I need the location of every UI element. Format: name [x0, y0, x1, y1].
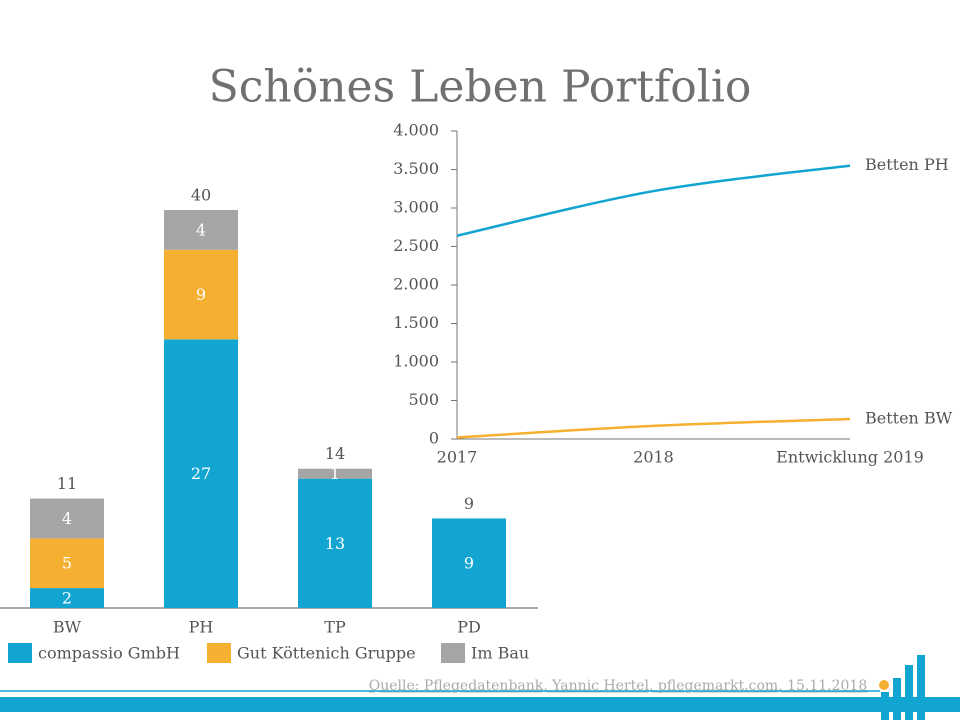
x-tick-label: PH [189, 618, 214, 637]
value-label: 9 [196, 285, 206, 304]
y-tick-label: 2.000 [393, 275, 439, 294]
value-label: 4 [196, 220, 206, 239]
bar-segment [298, 478, 372, 608]
x-tick-label: 2018 [633, 448, 674, 467]
slide-title: Schönes Leben Portfolio [209, 62, 752, 113]
value-label: 27 [191, 464, 211, 483]
value-label: 5 [62, 554, 72, 573]
legend-label: Im Bau [471, 644, 529, 663]
legend-swatch [8, 643, 32, 663]
y-tick-label: 4.000 [393, 121, 439, 140]
total-label: 9 [464, 494, 474, 513]
value-label: 9 [464, 554, 474, 573]
x-tick-label: TP [324, 618, 346, 637]
y-tick-label: 1.500 [393, 313, 439, 332]
legend-label: Gut Köttenich Gruppe [237, 644, 416, 663]
series-label: Betten PH [865, 155, 949, 174]
bar-segment [164, 339, 238, 608]
logo [879, 655, 925, 720]
y-tick-label: 2.500 [393, 236, 439, 255]
bar-segment [164, 249, 238, 340]
bar-segment [164, 210, 238, 250]
bar-segment [30, 538, 104, 589]
x-tick-label: 2017 [437, 448, 478, 467]
bar-segment [30, 588, 104, 608]
bar-segment [432, 518, 506, 608]
bar-segment [298, 468, 372, 479]
line [456, 417, 851, 439]
x-tick-label: Entwicklung 2019 [776, 448, 924, 467]
y-tick-label: 3.500 [393, 159, 439, 178]
legend-swatch [207, 643, 231, 663]
y-tick-label: 0 [429, 429, 439, 448]
footer-band [0, 697, 960, 712]
value-label: 4 [62, 509, 72, 528]
bar-segment [30, 498, 104, 539]
total-label: 14 [325, 444, 345, 463]
x-tick-label: PD [457, 618, 481, 637]
total-label: 11 [57, 474, 77, 493]
line [456, 164, 851, 237]
y-tick-label: 3.000 [393, 198, 439, 217]
y-tick-label: 1.000 [393, 352, 439, 371]
legend-label: compassio GmbH [38, 644, 180, 663]
x-tick-label: BW [53, 618, 82, 637]
series-label: Betten BW [865, 408, 953, 427]
value-label: 2 [62, 589, 72, 608]
y-tick-label: 500 [408, 390, 439, 409]
source: Quelle: Pflegedatenbank, Yannic Hertel, … [369, 678, 868, 694]
value-label: 13 [325, 534, 345, 553]
total-label: 40 [191, 186, 211, 205]
value-label: 1 [330, 464, 340, 483]
legend-swatch [441, 643, 465, 663]
